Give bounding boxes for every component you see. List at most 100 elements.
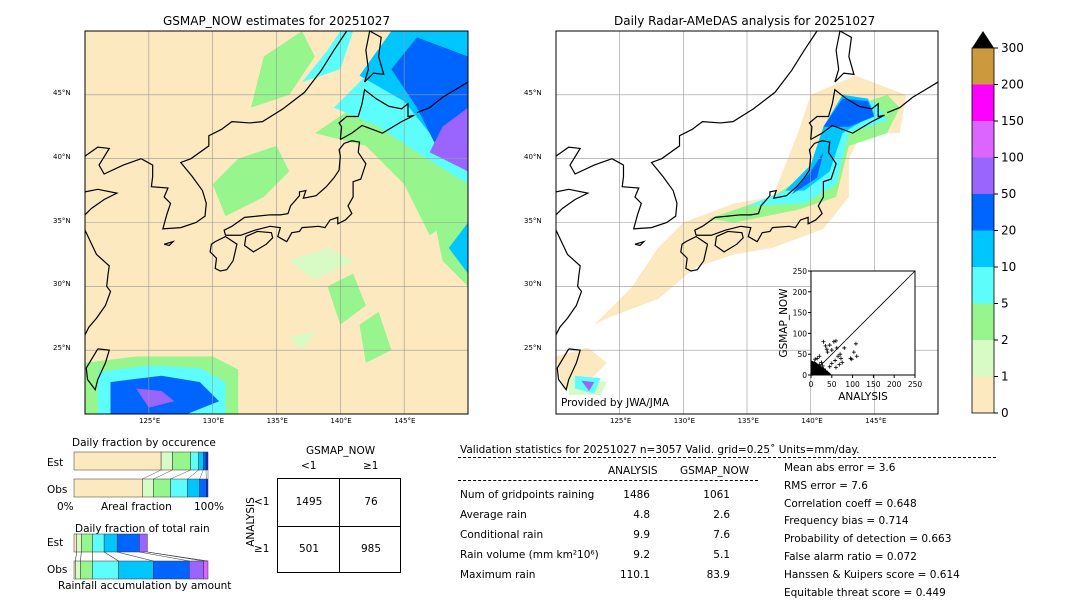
- connector-line: [139, 551, 190, 562]
- coastline-honshu: [695, 141, 836, 242]
- scatter-xlabel: ANALYSIS: [838, 391, 888, 403]
- lon-tick-label: 145°E: [394, 417, 416, 425]
- colorbar-tick-label: 5: [1001, 297, 1009, 311]
- stat-gsmap-value: 7.6: [713, 529, 730, 541]
- lon-tick-label: 135°E: [266, 417, 288, 425]
- connector-line: [103, 551, 119, 562]
- coastline-china: [556, 147, 612, 174]
- x-tick-label: 100: [845, 380, 860, 389]
- colorbar-tick-label: 200: [1001, 78, 1024, 92]
- colorbar-segment: [972, 48, 994, 85]
- colorbar-segment: [972, 230, 994, 267]
- coastline-shikoku: [715, 231, 743, 251]
- rain-obs-segment: [188, 560, 204, 580]
- y-tick-label: 200: [793, 288, 808, 297]
- colorbar-tick-label: 300: [1001, 41, 1024, 55]
- occ-est-segment: [172, 451, 191, 471]
- coastline-kuril: [887, 82, 938, 113]
- coastline-jeju: [635, 242, 644, 246]
- stat-analysis-value: 9.9: [633, 529, 650, 541]
- connector-line: [153, 469, 173, 480]
- scatter-point: [838, 356, 843, 361]
- scatter-point: [833, 365, 838, 370]
- score-line: Probability of detection = 0.663: [784, 533, 952, 546]
- lon-tick-label: 140°E: [330, 417, 352, 425]
- rain-area: [581, 380, 595, 392]
- scatter-point: [837, 362, 842, 367]
- scatter-point: [827, 343, 832, 348]
- rain-area: [791, 152, 824, 195]
- scatter-point: [823, 368, 828, 373]
- scatter-point: [840, 360, 845, 365]
- rain-xlabel: Rainfall accumulation by amount: [58, 580, 232, 592]
- scatter-point: [823, 343, 828, 348]
- colorbar-segment: [972, 303, 994, 340]
- coastline-korea: [141, 31, 347, 229]
- scatter-point: [851, 350, 856, 355]
- scatter-point: [854, 354, 859, 359]
- scatter-point: [829, 361, 834, 366]
- stat-row-label: Rain volume (mm km²10⁶): [460, 549, 599, 561]
- lon-tick-label: 140°E: [801, 417, 823, 425]
- score-line: Correlation coeff = 0.648: [784, 497, 917, 510]
- cell-misses: 501: [298, 543, 320, 555]
- occ-obs-segment: [199, 478, 207, 498]
- colorbar-tick-label: 1: [1001, 370, 1009, 384]
- scatter-point: [838, 352, 843, 357]
- scatter-point: [821, 366, 826, 371]
- scatter-point: [819, 360, 824, 365]
- stat-analysis-value: 9.2: [633, 549, 650, 561]
- x-tick-label: 150: [866, 380, 881, 389]
- occ-est-label: Est: [47, 457, 64, 469]
- scatter-point: [833, 358, 838, 363]
- coastline-south: [556, 230, 581, 335]
- x-tick-label: 250: [908, 380, 923, 389]
- lon-tick-label: 130°E: [202, 417, 225, 425]
- coastline-sakhalin: [835, 31, 854, 82]
- scatter-point: [821, 339, 826, 344]
- lat-tick-label: 30°N: [53, 280, 71, 289]
- rain-area: [448, 222, 468, 274]
- rain-obs-segment: [118, 560, 154, 580]
- coastline-kuril: [417, 82, 468, 113]
- coastline-hokkaido: [809, 90, 884, 140]
- scatter-point: [849, 357, 854, 362]
- lat-tick-label: 25°N: [524, 344, 542, 353]
- divider: [458, 480, 758, 481]
- scatter-point: [836, 354, 841, 359]
- lat-tick-label: 45°N: [53, 89, 71, 97]
- row-header-ge1: ≥1: [254, 543, 270, 555]
- colorbar-segment: [972, 340, 994, 377]
- occ-est-segment: [203, 451, 207, 471]
- lat-tick-label: 40°N: [524, 152, 542, 161]
- scatter-point: [813, 357, 818, 362]
- colorbar-segment: [972, 267, 994, 304]
- occ-obs-label: Obs: [47, 484, 68, 496]
- rain-area: [823, 98, 875, 127]
- score-line: Hanssen & Kuipers score = 0.614: [784, 568, 960, 581]
- coastline-sakhalin: [365, 31, 384, 82]
- occ-obs-segment: [187, 478, 200, 498]
- stat-row-label: Maximum rain: [460, 569, 536, 581]
- coastline-hokkaido: [339, 90, 414, 140]
- occ-obs-segment: [170, 478, 188, 498]
- col-header-ge1: ≥1: [363, 460, 379, 472]
- rain-est-segment: [81, 533, 93, 553]
- stat-analysis-value: 4.8: [633, 509, 650, 521]
- stats-header: Validation statistics for 20251027 n=305…: [460, 444, 860, 456]
- scatter-point: [812, 360, 817, 365]
- x-tick-label: 0: [809, 380, 814, 389]
- colorbar-segment: [972, 157, 994, 194]
- occ-est-segment: [205, 451, 209, 471]
- lon-tick-label: 135°E: [737, 417, 759, 425]
- colorbar-tick-label: 10: [1001, 260, 1016, 274]
- scatter-point: [853, 341, 858, 346]
- coastline-jeju: [164, 242, 173, 246]
- coastline-shandong: [556, 189, 588, 215]
- rain-est-segment: [92, 533, 105, 553]
- coastline-shandong: [85, 189, 117, 215]
- occ-est-segment: [160, 451, 173, 471]
- scatter-point: [817, 354, 822, 359]
- coastline-kyushu: [681, 237, 708, 271]
- connector-line: [80, 551, 82, 562]
